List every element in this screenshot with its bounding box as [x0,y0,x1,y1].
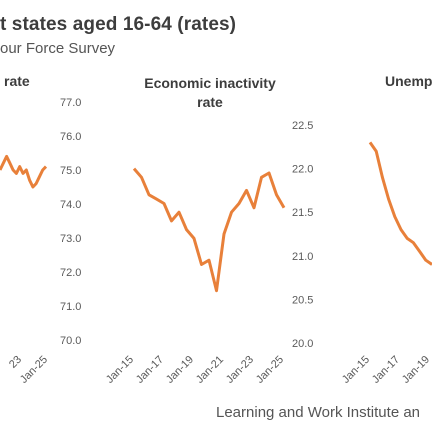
y-tick-label: 22.5 [292,120,313,132]
panel2-y-axis: 22.5 22.0 21.5 21.0 20.5 20.0 [292,120,313,350]
y-tick-label: 77.0 [60,97,81,109]
panel2-series-line [132,167,286,293]
x-tick-label: Jan-17 [134,354,166,386]
y-tick-label: 70.0 [60,335,81,347]
panel1-y-axis: 77.0 76.0 75.0 74.0 73.0 72.0 71.0 70.0 [60,97,81,347]
panel-economic-inactivity-rate: Economic inactivity rate 22.5 22.0 21.5 21.0… [104,75,314,386]
y-tick-label: 72.0 [60,267,81,279]
x-tick-label: Jan-15 [340,354,372,386]
figure-subtitle: our Force Survey [0,40,116,57]
figure-title: t states aged 16-64 (rates) [0,14,237,35]
y-tick-label: 71.0 [60,301,81,313]
x-tick-label: Jan-25 [18,354,50,386]
y-tick-label: 73.0 [60,233,81,245]
y-tick-label: 21.0 [292,251,313,263]
panel3-series-line [368,141,432,266]
panel1-title: rate [4,73,30,89]
y-tick-label: 20.5 [292,294,313,306]
panel1-series-line [0,154,48,189]
x-tick-label: Jan-25 [254,354,286,386]
x-tick-label: Jan-19 [164,354,196,386]
y-tick-label: 74.0 [60,199,81,211]
source-note: Learning and Work Institute an [216,404,421,421]
panel-employment-rate: rate 77.0 76.0 75.0 74.0 73.0 72.0 71.0 70.0 23… [0,73,81,386]
y-tick-label: 20.0 [292,338,313,350]
y-tick-label: 22.0 [292,164,313,176]
x-tick-label: Jan-19 [400,354,432,386]
x-tick-label: Jan-17 [370,354,402,386]
panel2-title: Economic inactivity rate [144,75,276,110]
y-tick-label: 76.0 [60,131,81,143]
x-tick-label: Jan-15 [104,354,136,386]
x-tick-label: 23 [7,354,24,371]
x-tick-label: Jan-23 [224,354,256,386]
y-tick-label: 75.0 [60,165,81,177]
y-tick-label: 21.5 [292,207,313,219]
panel3-title: Unemp [385,73,432,89]
x-tick-label: Jan-21 [194,354,226,386]
